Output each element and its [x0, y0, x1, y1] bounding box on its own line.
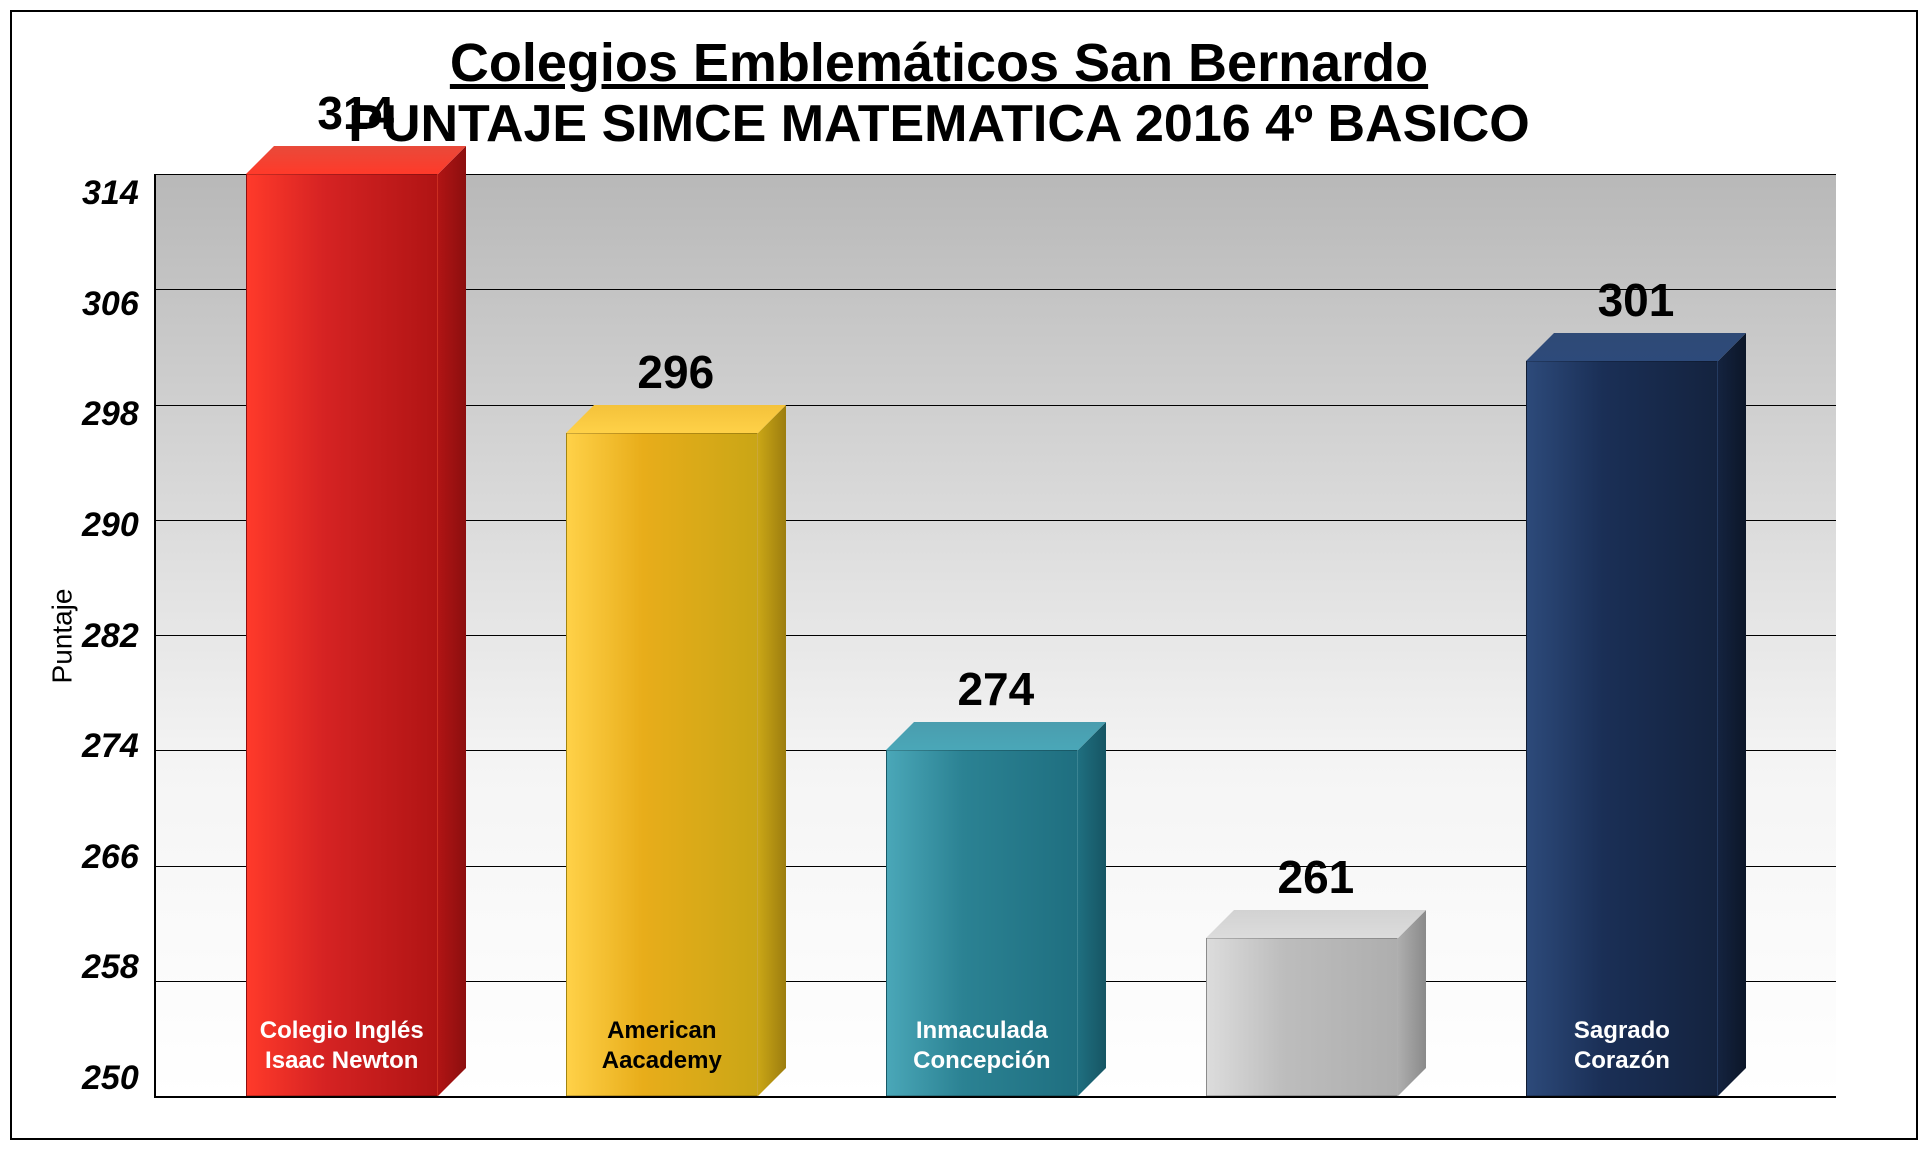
bar-slot: 296 AmericanAacademy — [566, 174, 786, 1096]
bar-value-label: 296 — [566, 345, 786, 399]
bar — [566, 433, 786, 1096]
bar-top — [246, 146, 466, 174]
bar-value-label: 261 — [1206, 850, 1426, 904]
bar — [1526, 361, 1746, 1096]
bar-top — [566, 405, 786, 433]
y-tick-label: 266 — [82, 838, 139, 877]
bar — [246, 174, 466, 1096]
y-tick-label: 306 — [82, 285, 139, 324]
bar-category-label: InmaculadaConcepción — [886, 1016, 1078, 1076]
bar — [1206, 938, 1426, 1096]
y-tick-label: 282 — [82, 617, 139, 656]
chart-frame: Colegios Emblemáticos San Bernardo PUNTA… — [10, 10, 1918, 1140]
bar-slot: 314Colegio InglésIsaac Newton — [246, 174, 466, 1096]
bar-side — [758, 405, 786, 1096]
bar-top — [886, 722, 1106, 750]
bar-side — [1718, 333, 1746, 1096]
y-tick-label: 274 — [82, 727, 139, 766]
bar-side — [1398, 910, 1426, 1096]
chart-area: Puntaje 314 306 298 290 282 274 266 258 250 314C… — [42, 174, 1836, 1098]
bar-value-label: 274 — [886, 662, 1106, 716]
y-axis-label: Puntaje — [42, 174, 82, 1098]
bar-top — [1526, 333, 1746, 361]
bar-value-label: 314 — [246, 86, 466, 140]
bar-category-label: AmericanAacademy — [566, 1016, 758, 1076]
y-tick-label: 258 — [82, 948, 139, 987]
bar-slot: 261 — [1206, 174, 1426, 1096]
title-main: Colegios Emblemáticos San Bernardo — [348, 32, 1529, 94]
bar-front — [246, 174, 438, 1096]
y-tick-label: 314 — [82, 174, 139, 213]
bars-container: 314Colegio InglésIsaac Newton 296 American… — [156, 174, 1836, 1096]
bar-category-label: Colegio InglésIsaac Newton — [246, 1016, 438, 1076]
y-tick-label: 298 — [82, 395, 139, 434]
bar-slot: 301 SagradoCorazón — [1526, 174, 1746, 1096]
y-tick-label: 250 — [82, 1059, 139, 1098]
chart-titles: Colegios Emblemáticos San Bernardo PUNTA… — [348, 32, 1529, 154]
bar-top — [1206, 910, 1426, 938]
y-tick-label: 290 — [82, 506, 139, 545]
bar-front — [566, 433, 758, 1096]
bar-side — [438, 146, 466, 1096]
bar-slot: 274 InmaculadaConcepción — [886, 174, 1106, 1096]
bar-value-label: 301 — [1526, 273, 1746, 327]
title-sub: PUNTAJE SIMCE MATEMATICA 2016 4º BASICO — [348, 94, 1529, 154]
plot-area: 314Colegio InglésIsaac Newton 296 American… — [154, 174, 1836, 1098]
bar-side — [1078, 722, 1106, 1096]
bar-front — [1526, 361, 1718, 1096]
bar-category-label: SagradoCorazón — [1526, 1016, 1718, 1076]
y-axis-label-text: Puntaje — [46, 589, 78, 684]
bar-front — [1206, 938, 1398, 1096]
y-axis-ticks: 314 306 298 290 282 274 266 258 250 — [82, 174, 154, 1098]
